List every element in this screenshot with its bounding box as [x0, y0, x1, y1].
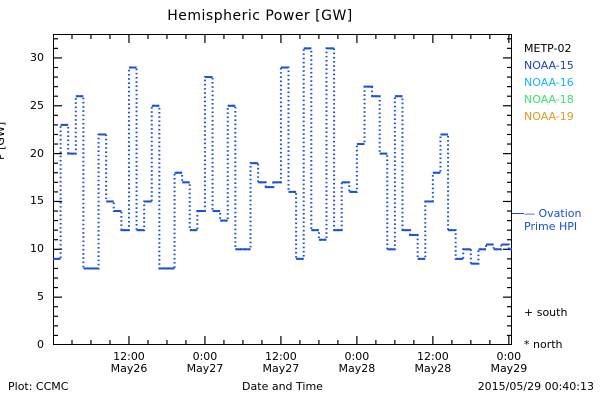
x-tick-time: 0:00 [344, 350, 370, 363]
south-symbol-label: + south [524, 306, 568, 319]
legend-item-noaa-16: NOAA-16 [524, 76, 574, 89]
x-axis-label: Date and Time [242, 380, 323, 393]
satellite-legend: METP-02 NOAA-15 NOAA-16 NOAA-18 NOAA-19 [524, 40, 574, 125]
ovation-legend-line-icon [512, 213, 524, 214]
x-tick-time: 0:00 [192, 350, 218, 363]
x-tick-date: May29 [490, 362, 528, 375]
x-tick-time: 12:00 [113, 350, 145, 363]
x-tick-date: May26 [110, 362, 148, 375]
x-tick-label: 0:00 May27 [173, 351, 237, 375]
plot-timestamp: 2015/05/29 00:40:13 [477, 380, 594, 393]
x-tick-date: May27 [186, 362, 224, 375]
x-tick-date: May28 [414, 362, 452, 375]
plot-frame [53, 34, 512, 345]
y-tick-label: 0 [37, 338, 44, 351]
ovation-legend-line2: Prime HPI [524, 220, 578, 233]
y-tick-label: 5 [37, 290, 44, 304]
ovation-legend-line1: — Ovation [524, 207, 582, 220]
legend-item-metp-02: METP-02 [524, 42, 572, 55]
x-tick-label: 12:00 May26 [97, 351, 161, 375]
legend-item-noaa-15: NOAA-15 [524, 59, 574, 72]
y-axis-label: P [GW] [0, 121, 7, 160]
legend-item-noaa-18: NOAA-18 [524, 93, 574, 106]
north-symbol-label: * north [524, 338, 563, 351]
hemisphere-symbol-legend: + south * north [524, 297, 567, 361]
plot-area [53, 34, 512, 345]
x-tick-time: 12:00 [265, 350, 297, 363]
x-tick-label: 0:00 May29 [477, 351, 541, 375]
x-tick-label: 12:00 May27 [249, 351, 313, 375]
legend-item-noaa-19: NOAA-19 [524, 110, 574, 123]
y-tick-label: 20 [30, 146, 44, 160]
x-tick-label: 12:00 May28 [401, 351, 465, 375]
ovation-legend: — Ovation Prime HPI [524, 207, 581, 233]
x-tick-date: May28 [338, 362, 376, 375]
y-tick-label: 10 [30, 242, 44, 256]
y-tick-label: 15 [30, 194, 44, 208]
y-axis-tick-labels: 0 5 10 15 20 25 30 [8, 0, 44, 400]
x-tick-time: 12:00 [417, 350, 449, 363]
plot-source-text: Plot: CCMC [8, 380, 69, 393]
y-tick-label: 30 [30, 50, 44, 64]
chart-title: Hemispheric Power [GW] [167, 8, 353, 24]
x-tick-label: 0:00 May28 [325, 351, 389, 375]
x-tick-date: May27 [262, 362, 300, 375]
y-tick-label: 25 [30, 98, 44, 112]
x-tick-time: 0:00 [496, 350, 522, 363]
